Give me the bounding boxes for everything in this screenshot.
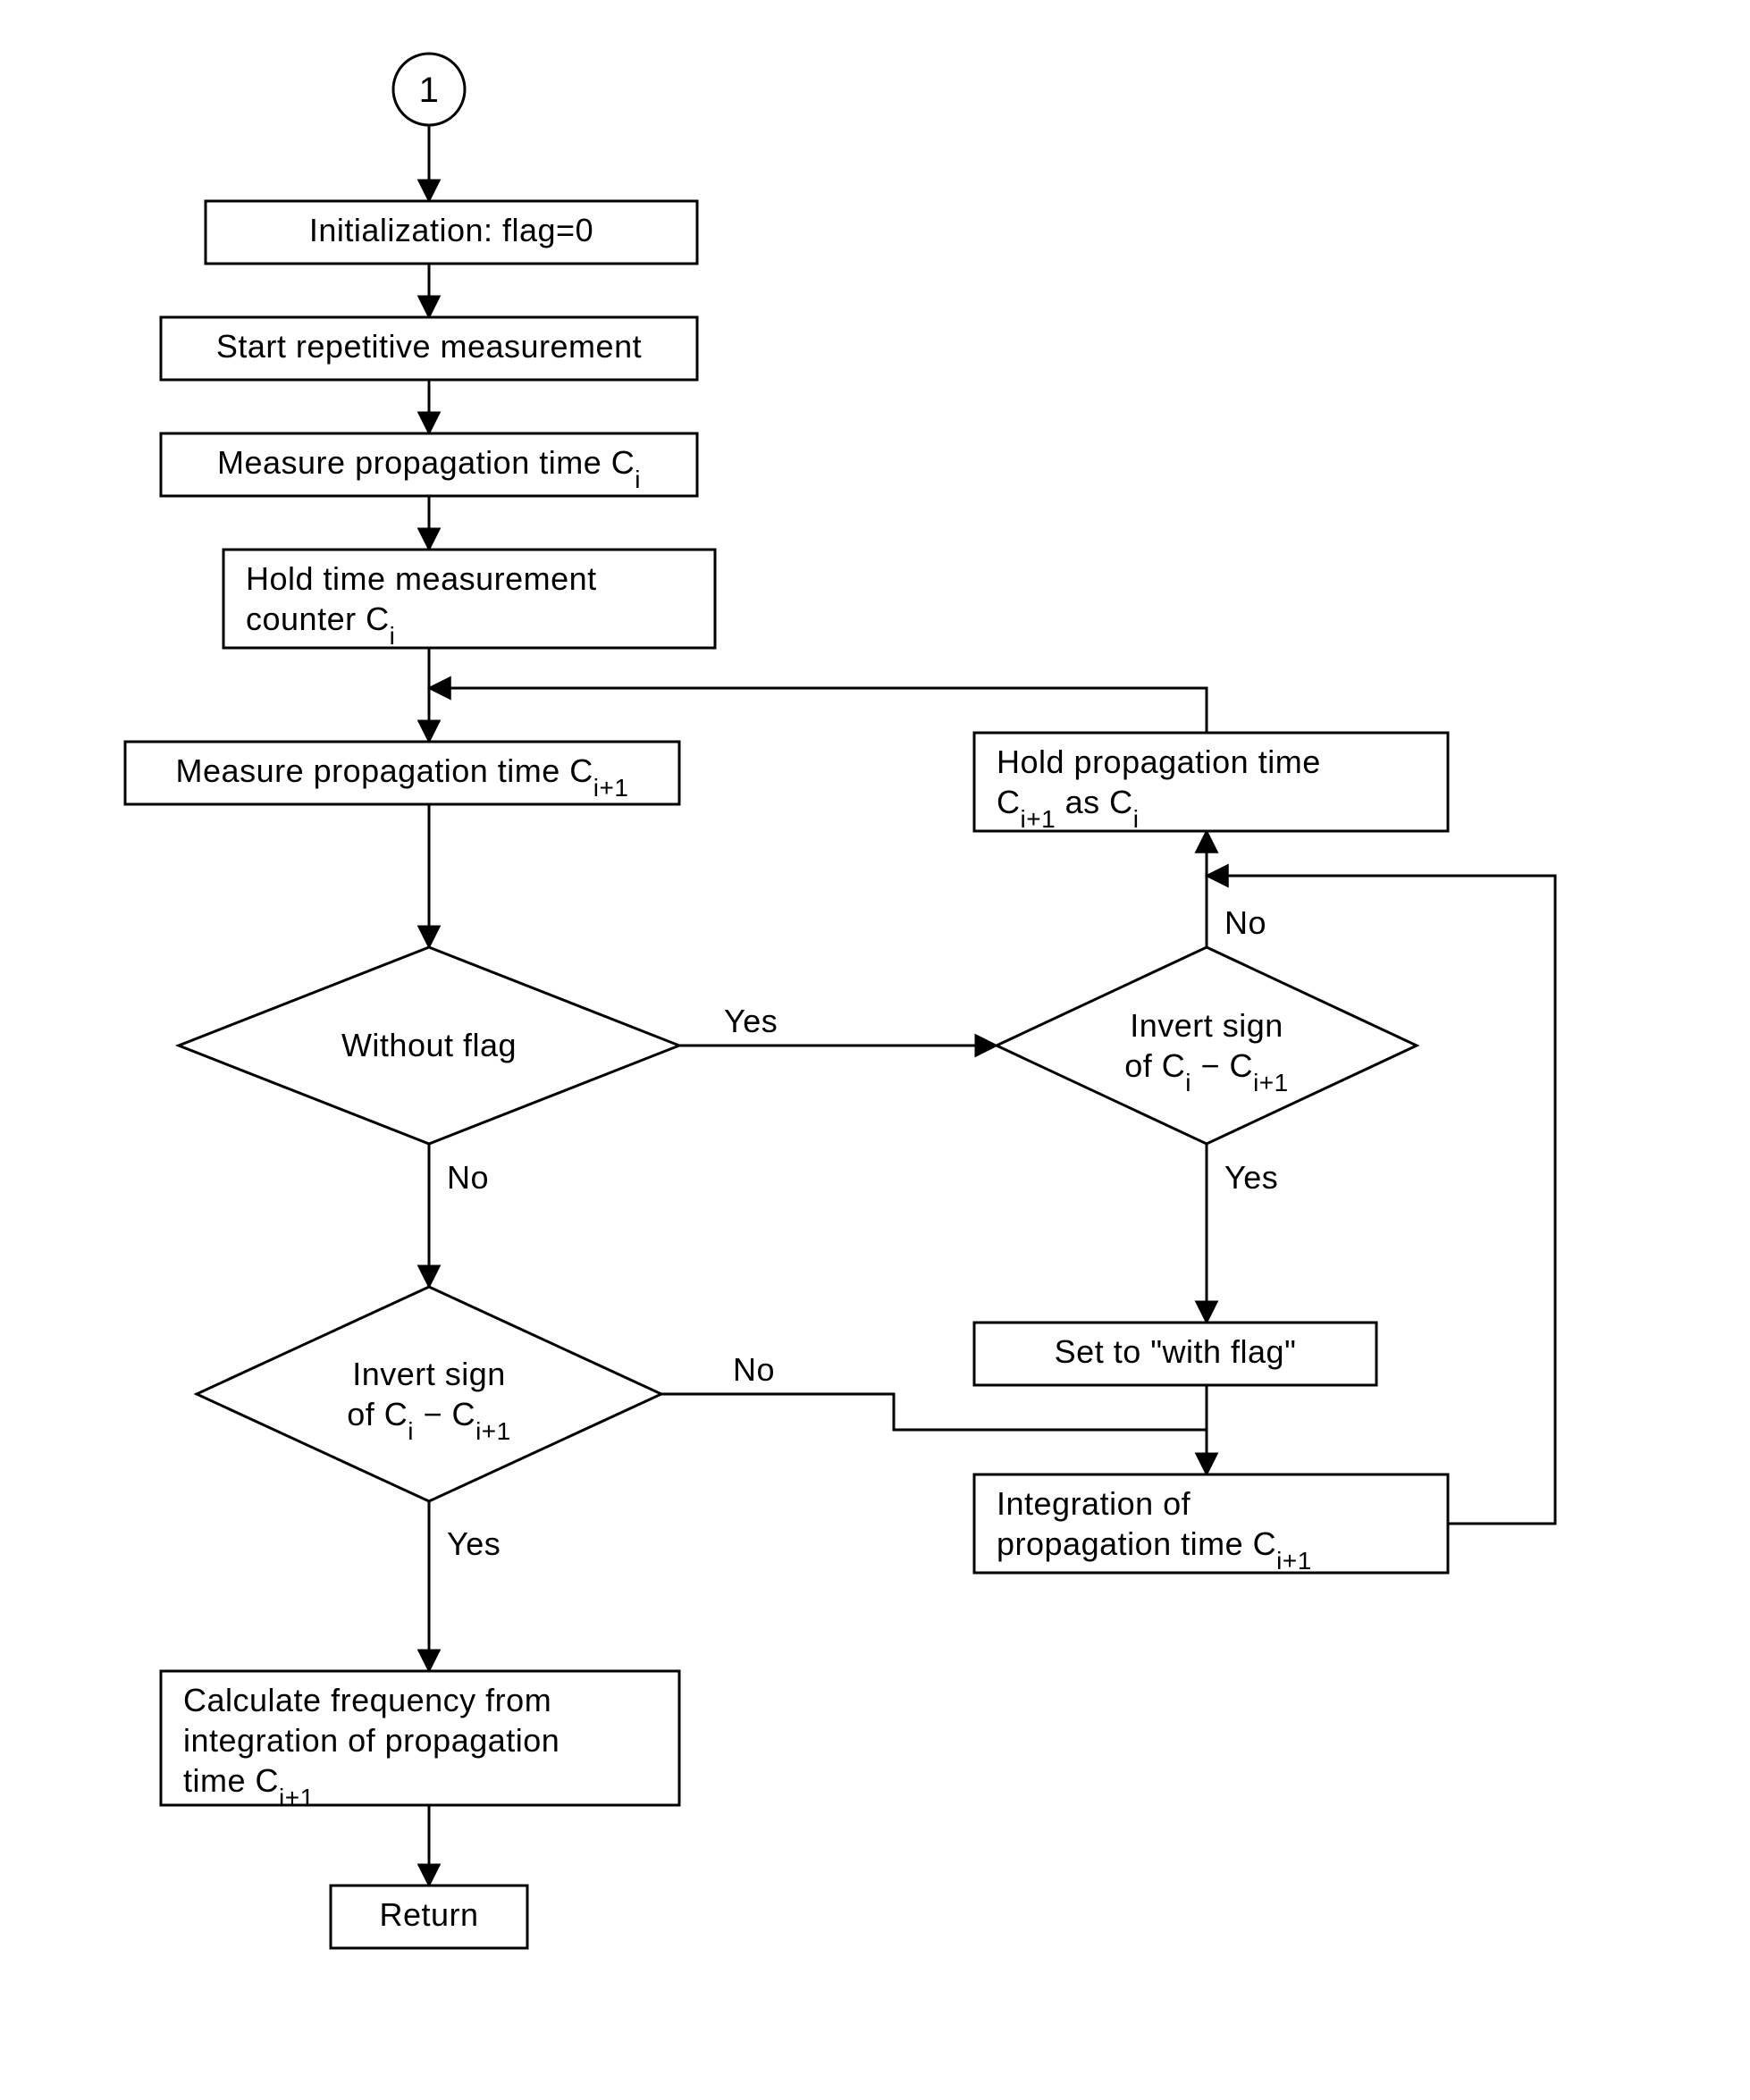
edge-dec3-integ-h bbox=[661, 1394, 1207, 1430]
node-dec1-label: Without flag bbox=[341, 1027, 517, 1063]
node-holdprop-l1: Hold propagation time bbox=[997, 743, 1321, 780]
node-calc-l1: Calculate frequency from bbox=[183, 1682, 551, 1718]
node-return-label: Return bbox=[379, 1896, 478, 1933]
label-dec3-no: No bbox=[733, 1351, 775, 1388]
node-start-label: 1 bbox=[419, 71, 440, 110]
node-startrep-label: Start repetitive measurement bbox=[216, 328, 642, 365]
node-calc-l2: integration of propagation bbox=[183, 1722, 559, 1759]
label-dec1-no: No bbox=[447, 1159, 489, 1196]
node-dec2 bbox=[997, 947, 1417, 1144]
node-holdci-l1: Hold time measurement bbox=[246, 560, 597, 597]
label-dec2-no: No bbox=[1224, 904, 1266, 941]
label-dec1-yes: Yes bbox=[724, 1003, 778, 1039]
label-dec3-yes: Yes bbox=[447, 1525, 501, 1562]
node-integ-l1: Integration of bbox=[997, 1485, 1191, 1522]
node-dec2-l1: Invert sign bbox=[1130, 1007, 1283, 1044]
edge-holdprop-loop bbox=[429, 688, 1207, 733]
node-setflag-label: Set to "with flag" bbox=[1055, 1333, 1297, 1370]
node-dec3-l1: Invert sign bbox=[352, 1356, 506, 1392]
label-dec2-yes: Yes bbox=[1224, 1159, 1278, 1196]
node-dec3 bbox=[197, 1287, 661, 1501]
node-init-label: Initialization: flag=0 bbox=[309, 212, 593, 248]
flowchart-canvas: Yes No No Yes No Yes 1 Initialization: f… bbox=[0, 0, 1750, 2100]
